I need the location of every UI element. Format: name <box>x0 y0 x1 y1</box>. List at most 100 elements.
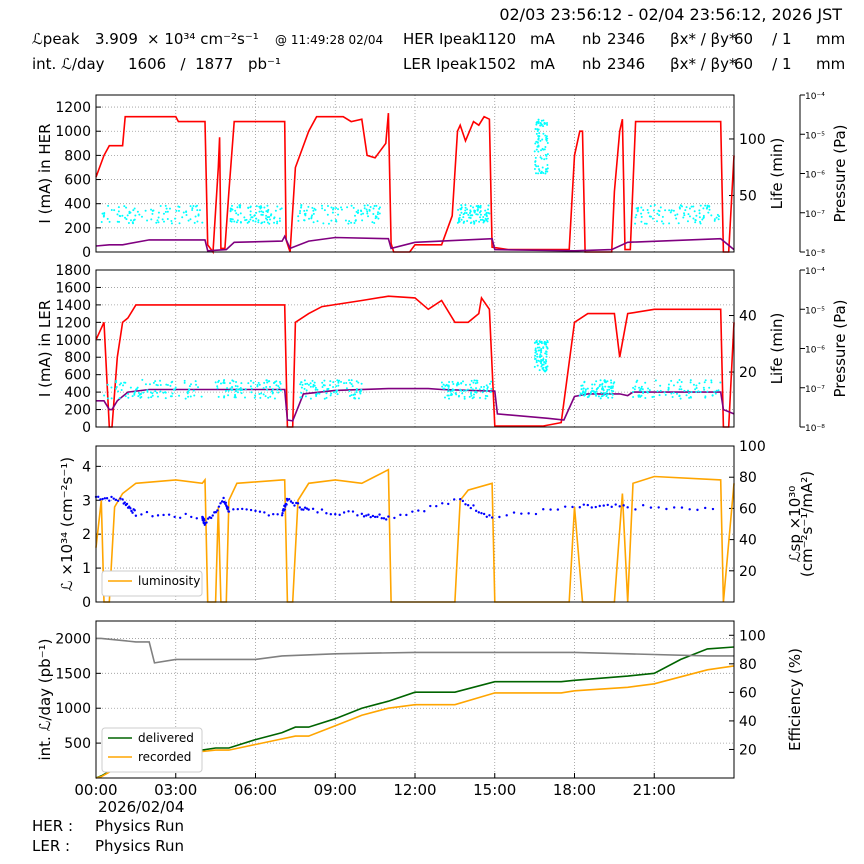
luminosity-sp-point <box>219 502 222 505</box>
lifetime-point <box>181 216 184 219</box>
lifetime-point <box>269 395 272 398</box>
lifetime-point <box>350 221 353 224</box>
lifetime-point <box>156 219 159 222</box>
ler-beta-label: βx* / βy* <box>670 55 737 73</box>
luminosity-sp-point <box>563 505 567 508</box>
lifetime-point <box>262 211 265 214</box>
lifetime-point <box>541 138 544 141</box>
lifetime-point <box>545 355 548 358</box>
lifetime-point <box>247 206 250 209</box>
lifetime-point <box>468 395 471 398</box>
lifetime-point <box>470 214 473 217</box>
luminosity-sp-point <box>453 498 456 501</box>
lifetime-point <box>139 392 142 395</box>
luminosity-sp-point <box>512 511 516 514</box>
lifetime-point <box>140 215 143 218</box>
luminosity-sp-point <box>272 512 275 516</box>
lifetime-point <box>157 216 160 219</box>
luminosity-sp-point <box>305 507 309 510</box>
lifetime-point <box>544 341 547 344</box>
lifetime-point <box>141 378 144 381</box>
lifetime-point <box>329 380 332 383</box>
y-axis-label: I (mA) in HER <box>36 123 54 223</box>
lifetime-point <box>110 386 113 389</box>
pressure-tick-label: 10⁻⁴ <box>805 92 825 102</box>
luminosity-sp-point <box>133 509 136 512</box>
lifetime-point <box>659 206 662 209</box>
lifetime-point <box>336 393 339 396</box>
ler-ipeak-unit: mA <box>530 55 555 73</box>
lifetime-point <box>637 206 640 209</box>
lifetime-point <box>156 391 159 394</box>
lifetime-point <box>249 213 252 216</box>
lifetime-point <box>178 394 181 397</box>
lifetime-point <box>597 386 600 389</box>
lifetime-point <box>360 382 363 385</box>
luminosity-sp-point <box>178 516 182 519</box>
luminosity-sp-point <box>110 495 113 499</box>
lifetime-point <box>487 204 490 207</box>
lifetime-point <box>305 389 308 392</box>
lifetime-point <box>643 222 646 225</box>
lifetime-point <box>312 212 315 215</box>
lifetime-point <box>326 204 329 207</box>
lifetime-point <box>159 384 162 387</box>
y2-tick-label: 20 <box>739 365 757 381</box>
y-tick-label: 0 <box>82 420 91 436</box>
luminosity-sp-point <box>571 505 574 509</box>
y2-tick-label: 100 <box>739 628 766 644</box>
lifetime-point <box>546 141 549 144</box>
lifetime-point <box>175 209 178 212</box>
lifetime-point <box>634 216 637 219</box>
lifetime-point <box>164 391 167 394</box>
lifetime-point <box>240 392 243 395</box>
x-tick-label: 00:00 <box>74 781 117 799</box>
luminosity-sp-point <box>211 514 214 517</box>
lifetime-point <box>115 379 118 382</box>
lifetime-point <box>357 397 360 400</box>
lifetime-point <box>355 210 358 213</box>
lifetime-point <box>117 206 120 209</box>
lifetime-point <box>668 222 671 225</box>
lifetime-point <box>656 220 659 223</box>
lifetime-point <box>688 207 691 210</box>
luminosity-sp-point <box>380 517 383 520</box>
luminosity-sp-point <box>151 515 154 518</box>
lifetime-point <box>661 215 664 218</box>
lifetime-point <box>535 359 538 362</box>
lifetime-point <box>232 380 235 383</box>
lifetime-point <box>460 389 463 392</box>
lifetime-point <box>545 168 548 171</box>
lifetime-point <box>542 346 545 349</box>
luminosity-sp-point <box>399 513 402 517</box>
luminosity-sp-point <box>371 514 375 518</box>
lifetime-point <box>152 381 155 384</box>
lifetime-point <box>545 366 548 369</box>
lifetime-point <box>698 216 701 219</box>
lifetime-point <box>357 209 360 212</box>
luminosity-sp-point <box>287 498 291 501</box>
panel-frame <box>95 269 735 428</box>
lifetime-point <box>276 220 279 223</box>
lifetime-point <box>706 206 709 209</box>
lifetime-point <box>312 385 315 388</box>
lifetime-point <box>164 210 167 213</box>
lifetime-point <box>309 382 312 385</box>
lifetime-point <box>441 385 444 388</box>
lifetime-point <box>452 383 455 386</box>
luminosity-sp-point <box>195 517 198 520</box>
lifetime-point <box>314 388 317 391</box>
lifetime-point <box>714 392 717 395</box>
lifetime-point <box>244 388 247 391</box>
luminosity-sp-point <box>222 496 225 500</box>
lifetime-point <box>591 387 594 390</box>
y-tick-label: 1000 <box>55 124 91 140</box>
luminosity-sp-point <box>283 505 287 508</box>
luminosity-sp-point <box>464 503 467 506</box>
luminosity-sp-point <box>134 514 138 517</box>
y-tick-label: 0 <box>82 245 91 261</box>
lifetime-point <box>695 386 698 389</box>
luminosity-sp-point <box>672 506 676 509</box>
lifetime-point <box>540 358 543 361</box>
lifetime-point <box>456 221 459 224</box>
